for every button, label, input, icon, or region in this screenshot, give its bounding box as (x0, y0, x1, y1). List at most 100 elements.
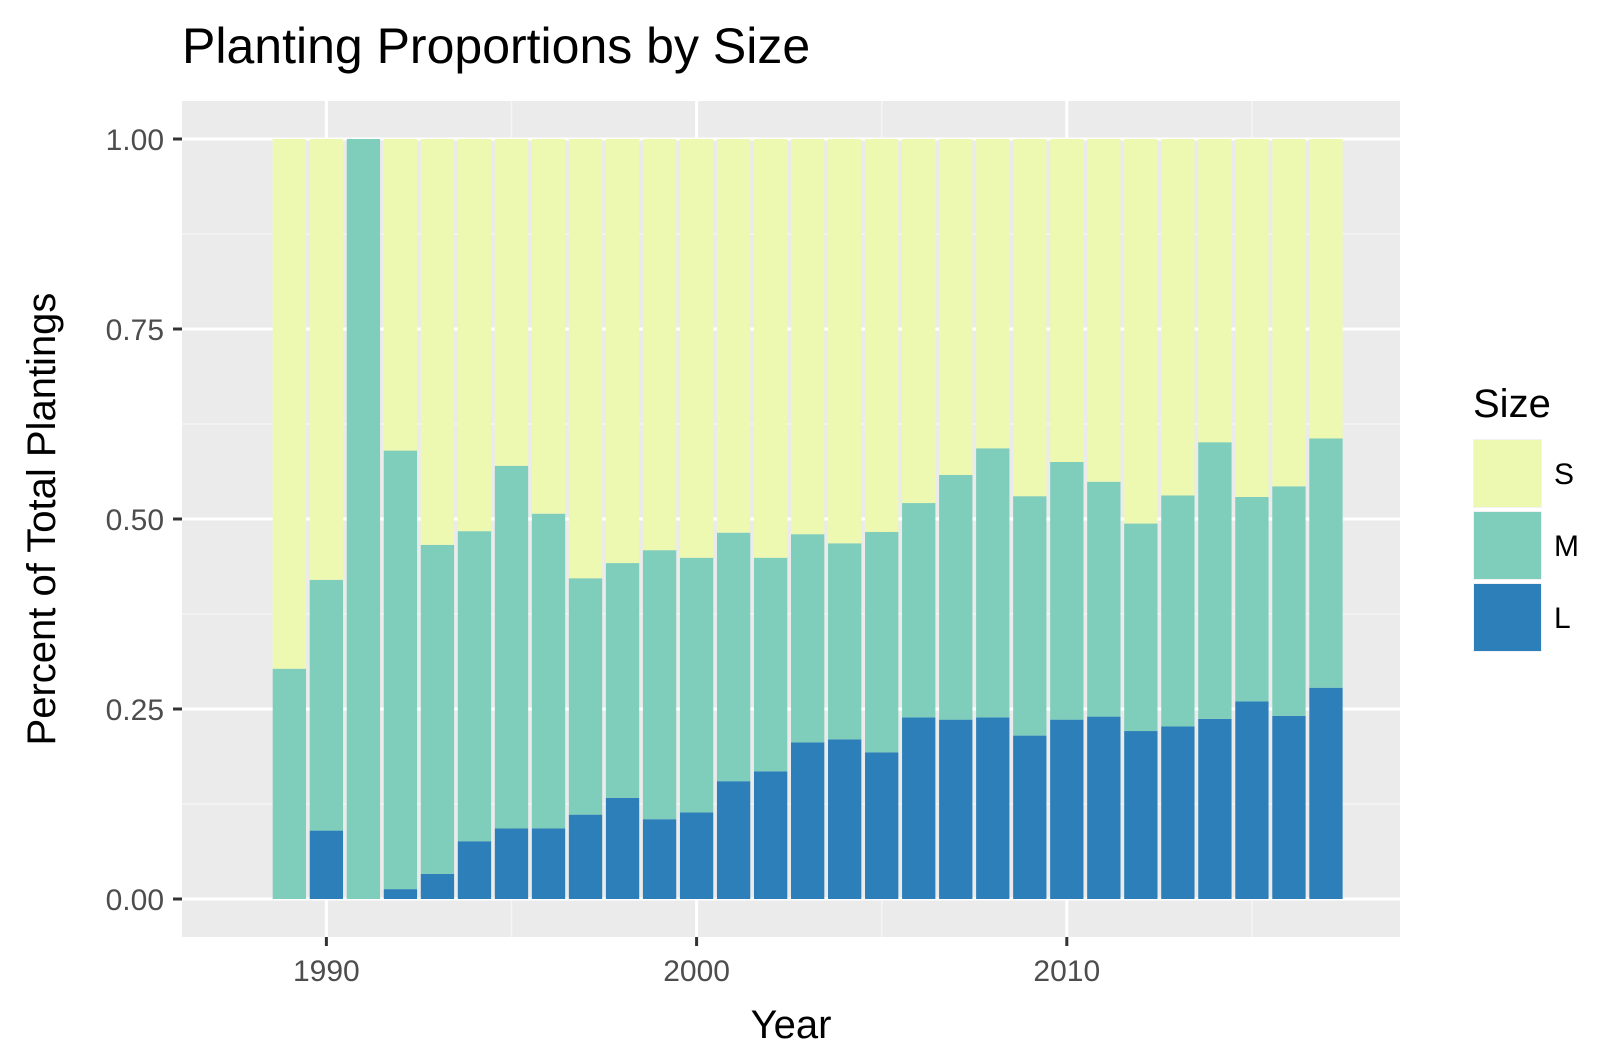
bar-L-2004 (828, 739, 862, 899)
bar-M-2004 (828, 543, 862, 740)
bar-S-2004 (828, 139, 862, 544)
y-tick-label: 0.00 (106, 884, 164, 917)
bar-L-2013 (1161, 726, 1195, 899)
bar-M-2002 (753, 557, 788, 772)
bar-L-1992 (383, 889, 418, 899)
bar-S-2009 (1013, 139, 1047, 497)
bar-S-1996 (531, 139, 566, 514)
x-tick-label: 2010 (1033, 955, 1100, 988)
bar-S-2003 (791, 139, 825, 535)
bar-M-2001 (716, 532, 751, 782)
bar-S-2015 (1235, 139, 1269, 497)
bar-M-2009 (1013, 496, 1047, 736)
bar-L-2005 (865, 752, 899, 899)
bar-M-2014 (1198, 442, 1232, 719)
bar-M-1989 (272, 668, 307, 899)
bar-S-1990 (309, 139, 344, 580)
chart-title: Planting Proportions by Size (182, 18, 810, 74)
bar-L-2017 (1309, 687, 1343, 899)
bar-M-1997 (568, 578, 603, 815)
bar-L-2010 (1050, 719, 1084, 899)
bar-M-2013 (1161, 495, 1195, 727)
bar-L-2015 (1235, 701, 1269, 899)
bar-L-1998 (605, 797, 640, 899)
bar-S-1992 (383, 139, 418, 451)
x-axis-title: Year (751, 1003, 832, 1047)
y-tick-label: 0.25 (106, 694, 164, 727)
bar-M-1991 (346, 139, 381, 899)
bar-L-1999 (642, 819, 677, 899)
bar-M-2007 (939, 474, 973, 720)
legend: Size S M L (1473, 382, 1579, 652)
bar-L-2009 (1013, 735, 1047, 899)
bar-S-1999 (642, 139, 677, 551)
bar-L-1990 (309, 830, 344, 899)
bar-S-2000 (679, 139, 714, 558)
bar-L-2002 (753, 771, 788, 899)
bar-L-1994 (457, 841, 492, 899)
bar-S-2014 (1198, 139, 1232, 443)
bar-M-1999 (642, 550, 677, 820)
bar-S-1989 (272, 139, 307, 669)
bar-L-1993 (420, 873, 455, 899)
bar-L-1997 (568, 814, 603, 899)
bar-M-2017 (1309, 438, 1343, 688)
y-axis: 0.00 0.25 0.50 0.75 1.00 (106, 124, 182, 917)
bar-L-1996 (531, 828, 566, 899)
bar-M-2006 (902, 503, 936, 718)
legend-swatch-L (1474, 584, 1541, 651)
bar-M-2016 (1272, 486, 1306, 716)
bar-M-1996 (531, 513, 566, 829)
bar-S-2007 (939, 139, 973, 475)
bar-M-1990 (309, 579, 344, 831)
bar-M-2003 (791, 534, 825, 743)
y-axis-title: Percent of Total Plantings (20, 293, 64, 746)
bar-S-1994 (457, 139, 492, 532)
bar-S-1995 (494, 139, 529, 466)
bar-M-2011 (1087, 481, 1121, 717)
bar-S-2005 (865, 139, 899, 532)
bar-L-2012 (1124, 731, 1158, 899)
x-tick-label: 1990 (293, 955, 360, 988)
bar-M-1994 (457, 531, 492, 842)
y-tick-label: 0.50 (106, 504, 164, 537)
bar-S-2001 (716, 139, 751, 533)
legend-title: Size (1473, 382, 1551, 426)
bar-M-2005 (865, 531, 899, 753)
bar-L-2001 (716, 781, 751, 899)
bar-S-2016 (1272, 139, 1306, 487)
bar-M-1998 (605, 563, 640, 798)
bar-S-2008 (976, 139, 1010, 449)
bar-S-1998 (605, 139, 640, 564)
bar-L-2003 (791, 742, 825, 899)
bar-S-2011 (1087, 139, 1121, 482)
bar-L-2007 (939, 719, 973, 899)
bar-L-2014 (1198, 718, 1232, 899)
y-tick-label: 0.75 (106, 314, 164, 347)
bar-S-2017 (1309, 139, 1343, 439)
bar-L-2016 (1272, 715, 1306, 899)
bar-M-2000 (679, 557, 714, 813)
bar-M-2012 (1124, 523, 1158, 732)
legend-swatch-S (1474, 440, 1541, 507)
bar-L-2006 (902, 717, 936, 899)
bar-M-2015 (1235, 496, 1269, 702)
legend-label-S: S (1554, 458, 1574, 491)
bars-group (272, 139, 1343, 899)
bar-L-2000 (679, 812, 714, 899)
bar-S-2012 (1124, 139, 1158, 524)
bar-L-2008 (976, 717, 1010, 899)
bar-L-1995 (494, 828, 529, 899)
y-tick-label: 1.00 (106, 124, 164, 157)
legend-label-M: M (1554, 530, 1579, 563)
legend-swatch-M (1474, 512, 1541, 579)
bar-S-2013 (1161, 139, 1195, 496)
bar-S-2010 (1050, 139, 1084, 462)
bar-M-2008 (976, 448, 1010, 718)
x-axis: 1990 2000 2010 (293, 937, 1100, 988)
bar-S-1993 (420, 139, 455, 545)
legend-label-L: L (1554, 602, 1571, 635)
bar-S-2002 (753, 139, 788, 558)
x-tick-label: 2000 (663, 955, 730, 988)
